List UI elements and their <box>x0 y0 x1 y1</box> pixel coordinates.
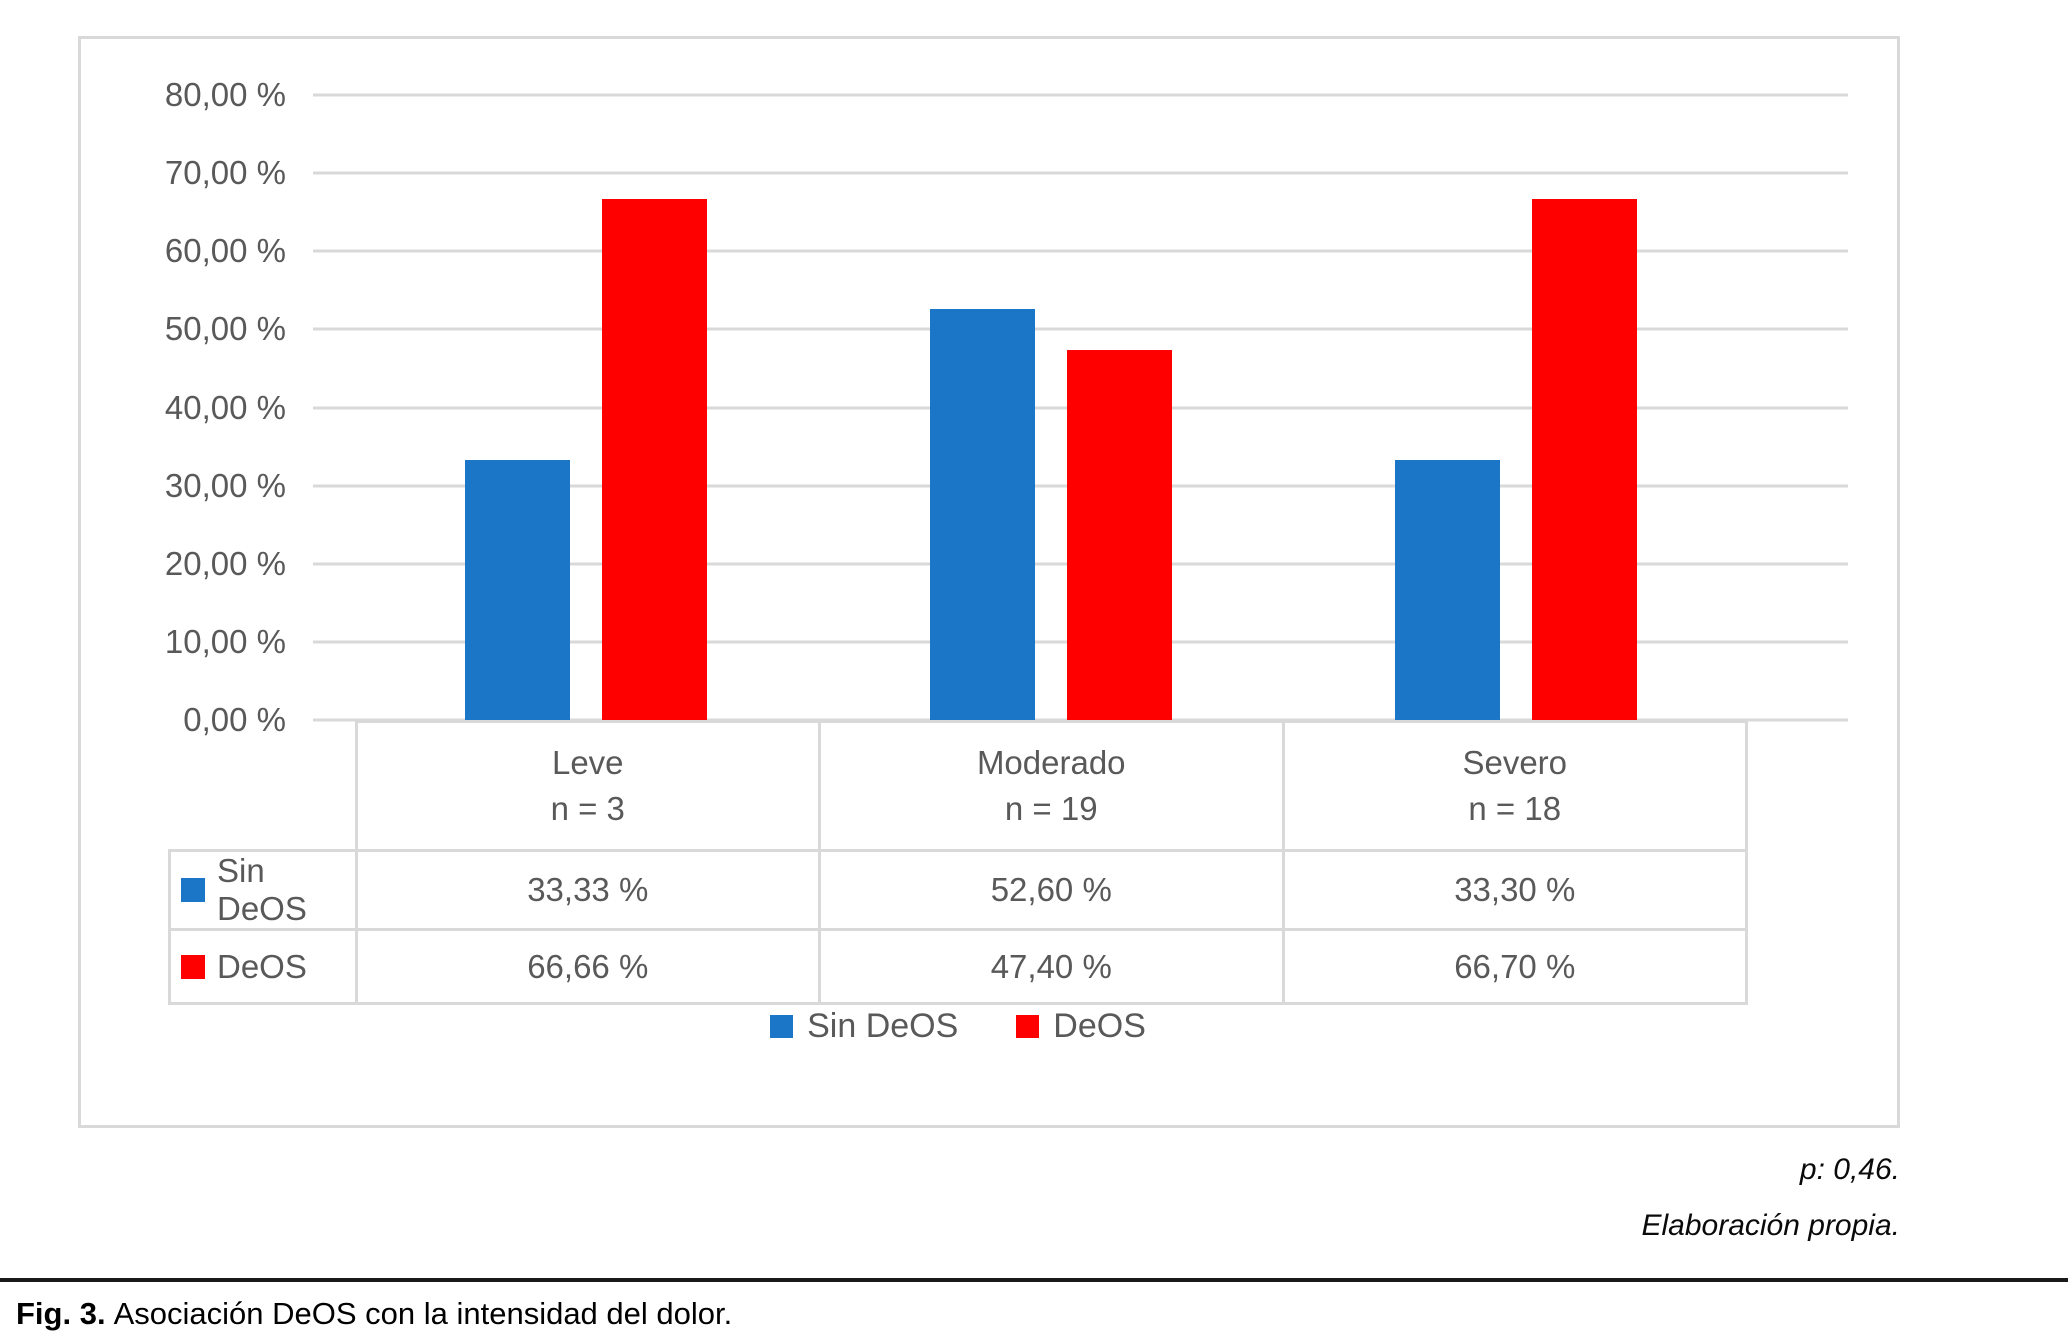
p-value-note: p: 0,46. <box>1799 1153 1900 1186</box>
category-name: Leve <box>551 743 624 781</box>
bar-deos-moderado <box>1066 349 1172 720</box>
category-header-severo: Severo n = 18 <box>1281 720 1748 852</box>
figure-caption-text: Asociación DeOS con la intensidad del do… <box>113 1296 733 1331</box>
y-tick-label: 50,00 % <box>164 310 286 348</box>
y-tick-label: 80,00 % <box>164 76 286 113</box>
category-n: n = 19 <box>1004 790 1098 827</box>
deos-swatch-icon <box>1016 1015 1040 1038</box>
category-name: Moderado <box>976 743 1126 781</box>
bar-sin-deos-leve <box>464 459 570 720</box>
category-group-severo <box>1283 95 1748 720</box>
series-label-cell: Sin DeOS <box>168 849 358 931</box>
category-group-moderado <box>818 95 1283 720</box>
legend-item-sin-deos: Sin DeOS <box>770 1007 958 1046</box>
bar-deos-leve <box>601 199 707 720</box>
category-group-leve <box>353 95 818 720</box>
table-header-row: Leve n = 3 Moderado n = 19 Severo n = 18 <box>170 720 1748 852</box>
caption-divider <box>0 1278 2068 1282</box>
category-name: Severo <box>1462 743 1568 781</box>
table-cell: 66,66 % <box>354 928 821 1005</box>
sin-deos-swatch-icon <box>181 878 205 902</box>
gridline <box>313 327 1848 331</box>
source-note: Elaboración propia. <box>1641 1208 1900 1242</box>
y-tick-label: 20,00 % <box>164 544 286 582</box>
chart-data-table: Leve n = 3 Moderado n = 19 Severo n = 18… <box>168 720 1748 1005</box>
category-n: n = 3 <box>550 790 625 827</box>
table-cell: 33,30 % <box>1281 849 1748 931</box>
series-label-cell: DeOS <box>168 928 358 1005</box>
deos-swatch-icon <box>181 954 205 979</box>
figure-notes: p: 0,46. Elaboración propia. <box>1641 1142 1900 1253</box>
bar-sin-deos-severo <box>1394 459 1500 720</box>
table-row-deos: DeOS 66,66 % 47,40 % 66,70 % <box>168 928 1748 1005</box>
category-header-moderado: Moderado n = 19 <box>818 720 1285 852</box>
bar-sin-deos-moderado <box>929 309 1035 720</box>
y-tick-label: 30,00 % <box>164 466 286 504</box>
table-row-sin-deos: Sin DeOS 33,33 % 52,60 % 33,30 % <box>168 849 1748 931</box>
gridline <box>313 718 1848 722</box>
table-cell: 47,40 % <box>818 928 1285 1005</box>
table-cell: 33,33 % <box>354 849 821 931</box>
table-cell: 52,60 % <box>818 849 1285 931</box>
chart-legend: Sin DeOS DeOS <box>168 1007 1748 1046</box>
gridline <box>313 249 1848 253</box>
gridline <box>313 171 1848 175</box>
legend-label: Sin DeOS <box>807 1007 959 1045</box>
bar-deos-severo <box>1531 198 1637 720</box>
y-axis: 80,00 % 70,00 % 60,00 % 50,00 % 40,00 % … <box>81 76 286 738</box>
figure-number: Fig. 3. <box>16 1296 106 1331</box>
gridline <box>313 93 1848 97</box>
sin-deos-swatch-icon <box>770 1015 794 1038</box>
legend-item-deos: DeOS <box>1016 1007 1146 1046</box>
figure-caption: Fig. 3. Asociación DeOS con la intensidad… <box>16 1296 732 1332</box>
chart-frame: 80,00 % 70,00 % 60,00 % 50,00 % 40,00 % … <box>78 36 1900 1128</box>
y-tick-label: 40,00 % <box>164 388 286 426</box>
legend-label: DeOS <box>1053 1007 1146 1045</box>
y-tick-label: 0,00 % <box>183 701 286 738</box>
category-header-leve: Leve n = 3 <box>354 720 821 852</box>
series-name: Sin DeOS <box>217 852 307 927</box>
table-corner-cell <box>170 722 357 851</box>
table-cell: 66,70 % <box>1281 928 1748 1005</box>
y-tick-label: 60,00 % <box>164 232 286 270</box>
plot-area <box>353 95 1748 720</box>
y-tick-label: 10,00 % <box>164 622 286 660</box>
series-name: DeOS <box>217 947 307 985</box>
y-tick-label: 70,00 % <box>164 154 286 192</box>
category-n: n = 18 <box>1468 790 1562 827</box>
